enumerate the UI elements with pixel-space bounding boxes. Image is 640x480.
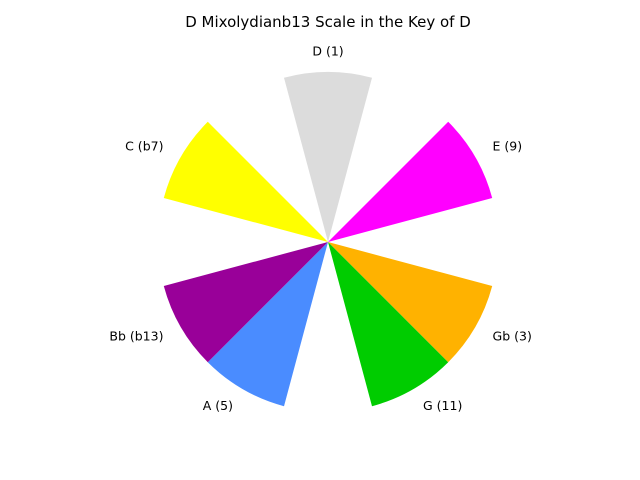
wedges-group <box>163 72 493 407</box>
slice-label-a: A (5) <box>203 398 233 413</box>
pie-slice-e <box>328 121 493 242</box>
slice-label-g: G (11) <box>423 398 462 413</box>
pie-slice-g <box>328 242 449 407</box>
pie-slice-a <box>207 242 328 407</box>
pie-slice-c <box>163 121 328 242</box>
pie-slice-gb <box>328 242 493 363</box>
slice-label-e: E (9) <box>493 139 523 154</box>
pie-slice-d <box>284 72 372 243</box>
slice-label-d: D (1) <box>312 44 343 59</box>
slice-label-c: C (b7) <box>125 139 163 154</box>
slice-label-bb: Bb (b13) <box>109 329 163 344</box>
chart-title: D Mixolydianb13 Scale in the Key of D <box>185 13 471 31</box>
pie-slice-bb <box>163 242 328 363</box>
slice-label-gb: Gb (3) <box>493 329 532 344</box>
labels-group: D (1) E (9) Gb (3) G (11) A (5) Bb (b13) C (b7… <box>109 44 531 414</box>
